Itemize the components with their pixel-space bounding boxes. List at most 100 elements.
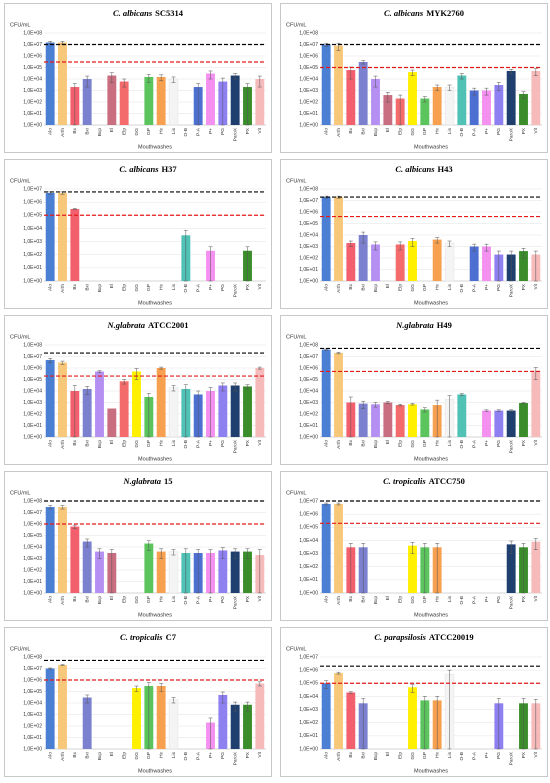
bar bbox=[482, 90, 491, 125]
error-bar bbox=[48, 667, 53, 670]
y-tick-label: 1,0E+04 bbox=[23, 388, 42, 394]
x-tick-label: Elp bbox=[397, 284, 403, 291]
error-bar bbox=[48, 358, 53, 363]
bar bbox=[243, 386, 252, 437]
x-tick-label: PG bbox=[496, 128, 502, 135]
chart-panel: C. albicans H43 CFU/mL Mouthwashes 1,0E+00 1,… bbox=[280, 159, 548, 309]
x-tick-label: P+ bbox=[208, 752, 214, 758]
x-tick-label: Arth bbox=[60, 596, 66, 605]
y-tick-label: 1,0E+07 bbox=[299, 498, 318, 504]
chart-panel: N.glabrata ATCC2001 CFU/mL Mouthwashes 1,0E+… bbox=[4, 315, 272, 465]
bar bbox=[420, 98, 430, 125]
chart-panel: C. tropicalis C7 CFU/mL Mouthwashes 1,0E+00 1… bbox=[4, 627, 272, 777]
x-tick-label: GP bbox=[422, 596, 428, 603]
y-tick-label: 1,0E+03 bbox=[23, 88, 42, 94]
x-tick-label: El bbox=[109, 440, 115, 444]
error-bar bbox=[336, 352, 341, 355]
y-tick-label: 1,0E+05 bbox=[23, 533, 42, 539]
title-species: C. albicans bbox=[395, 164, 435, 174]
title-strain: SC5314 bbox=[155, 8, 184, 18]
title-species: N.glabrata bbox=[122, 476, 161, 486]
x-tick-label: PG bbox=[220, 128, 226, 135]
bar bbox=[321, 44, 331, 125]
error-bar bbox=[459, 393, 464, 396]
x-tick-label: GP bbox=[146, 596, 152, 603]
x-tick-label: Lis bbox=[171, 595, 177, 602]
x-tick-label: Elp bbox=[121, 284, 127, 291]
chart-title: C. albicans MYK2760 bbox=[384, 8, 464, 18]
x-tick-label: PG bbox=[496, 284, 502, 291]
bar bbox=[444, 86, 455, 126]
title-species: C. parapsilosis bbox=[374, 632, 426, 642]
bar bbox=[408, 687, 417, 749]
error-bar bbox=[533, 699, 538, 750]
error-bar bbox=[361, 60, 366, 65]
error-bar bbox=[348, 240, 353, 247]
bar bbox=[230, 75, 240, 125]
x-tick-label: Vit bbox=[533, 595, 539, 601]
x-tick-label: Alo bbox=[47, 596, 53, 603]
error-bar bbox=[509, 69, 514, 74]
x-tick-label: O-B bbox=[183, 752, 189, 761]
error-bar bbox=[171, 697, 176, 704]
bar bbox=[334, 673, 343, 749]
error-bar bbox=[220, 547, 225, 559]
y-axis-title: CFU/mL bbox=[10, 22, 30, 28]
error-bar bbox=[233, 382, 238, 392]
y-tick-label: 1,0E+08 bbox=[23, 30, 42, 36]
bar bbox=[457, 75, 467, 125]
error-bar bbox=[398, 241, 403, 251]
error-bar bbox=[521, 698, 526, 750]
x-tick-label: Bx bbox=[348, 595, 354, 601]
x-tick-label: El bbox=[109, 284, 115, 288]
chart-title: C. tropicalis C7 bbox=[120, 632, 177, 642]
x-tick-label: Alo bbox=[47, 440, 53, 447]
y-tick-label: 1,0E+02 bbox=[299, 99, 318, 105]
x-tick-label: PX bbox=[245, 595, 251, 602]
error-bar bbox=[361, 543, 366, 594]
error-bar bbox=[72, 385, 77, 438]
chart-title: C. albicans H43 bbox=[395, 164, 452, 174]
y-tick-label: 1,0E+07 bbox=[23, 354, 42, 360]
error-bar bbox=[208, 549, 213, 594]
x-tick-label: Bxi bbox=[360, 596, 366, 603]
chart-panel: C. albicans SC5314 CFU/mL Mouthwashes 1,0E+0… bbox=[4, 3, 272, 153]
y-tick-label: 1,0E+02 bbox=[23, 411, 42, 417]
x-tick-label: GG bbox=[410, 596, 416, 604]
y-tick-label: 1,0E+04 bbox=[23, 76, 42, 82]
chart-title: N.glabrata 15 bbox=[122, 476, 172, 486]
x-tick-label: Lis bbox=[447, 127, 453, 134]
error-bar bbox=[245, 83, 250, 126]
error-bar bbox=[533, 250, 538, 282]
bar bbox=[45, 668, 55, 749]
x-tick-label: Elp bbox=[397, 596, 403, 603]
chart-title: N.glabrata ATCC2001 bbox=[106, 320, 188, 330]
title-species: C. albicans bbox=[119, 164, 159, 174]
error-bar bbox=[97, 370, 102, 373]
error-bar bbox=[48, 505, 53, 510]
y-tick-label: 1,0E+06 bbox=[23, 365, 42, 371]
y-tick-label: 1,0E+00 bbox=[299, 434, 318, 440]
bar bbox=[420, 409, 430, 437]
error-bar bbox=[447, 395, 452, 438]
x-tick-label: ParoX bbox=[232, 283, 238, 297]
error-bar bbox=[97, 548, 102, 559]
x-tick-label: Hx bbox=[434, 751, 440, 757]
bar bbox=[58, 192, 67, 281]
error-bar bbox=[410, 542, 415, 554]
error-bar bbox=[134, 368, 139, 380]
error-bar bbox=[521, 91, 526, 99]
error-bar bbox=[171, 549, 176, 556]
y-tick-label: 1,0E+08 bbox=[299, 342, 318, 348]
bar bbox=[132, 688, 141, 749]
x-tick-label: P+ bbox=[208, 596, 214, 602]
x-tick-label: P-A bbox=[195, 751, 201, 760]
error-bar bbox=[233, 701, 238, 712]
y-tick-label: 1,0E+05 bbox=[23, 65, 42, 71]
x-tick-label: Bxp bbox=[97, 284, 103, 293]
bar bbox=[82, 388, 92, 437]
x-tick-label: Bxp bbox=[97, 440, 103, 449]
error-bar bbox=[533, 538, 538, 550]
y-axis-title: CFU/mL bbox=[10, 490, 30, 496]
x-tick-label: Bxp bbox=[97, 128, 103, 137]
